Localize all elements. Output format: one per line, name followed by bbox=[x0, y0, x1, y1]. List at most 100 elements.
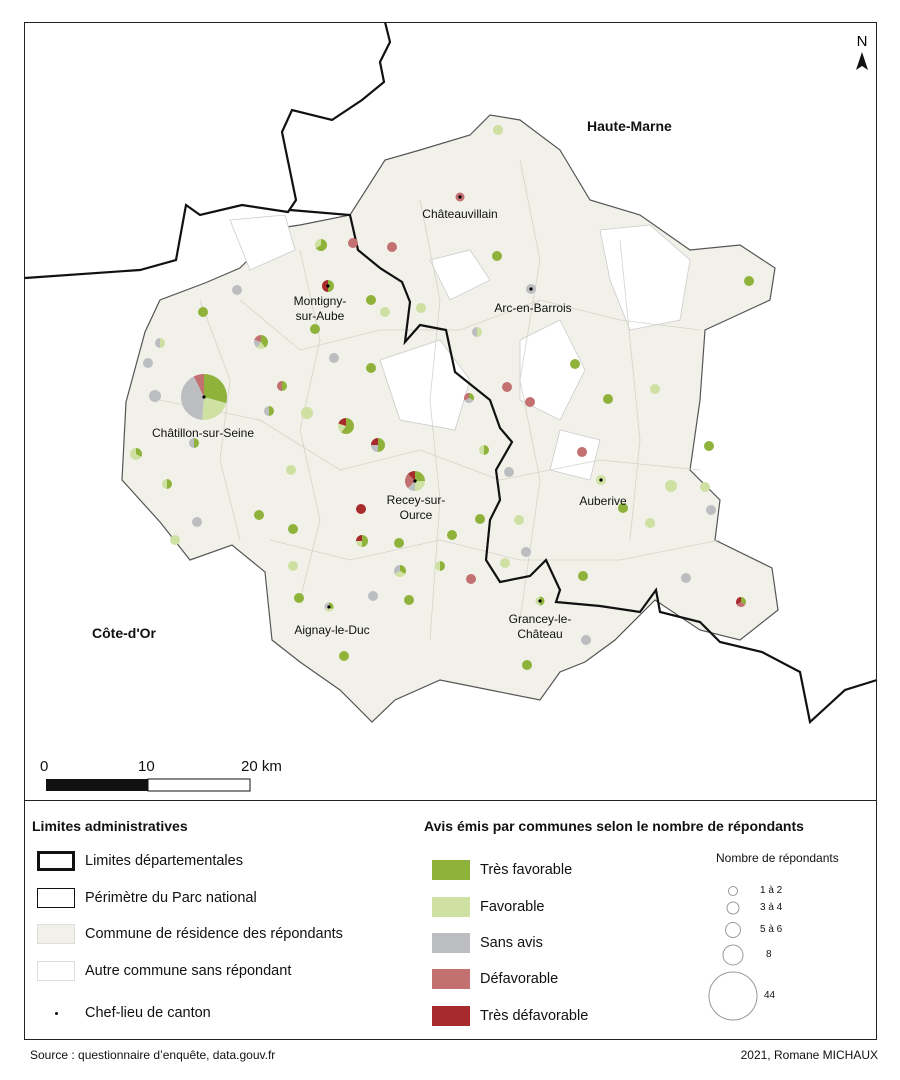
chef-lieu-dot-icon bbox=[327, 605, 331, 609]
map-canvas: N bbox=[24, 21, 878, 792]
commune-pie-marker bbox=[254, 335, 268, 350]
pie-slice bbox=[294, 593, 304, 603]
pie-slice bbox=[466, 574, 476, 584]
commune-pie-marker bbox=[404, 471, 425, 491]
source-text: Source : questionnaire d’enquête, data.g… bbox=[30, 1048, 276, 1062]
pie-slice bbox=[736, 597, 741, 605]
commune-pie-marker bbox=[130, 448, 142, 461]
pie-slice bbox=[192, 517, 202, 527]
pie-slice bbox=[328, 280, 334, 292]
commune-pie-marker bbox=[394, 565, 406, 578]
commune-pie-marker bbox=[578, 571, 588, 581]
pie-slice bbox=[578, 571, 588, 581]
commune-pie-marker bbox=[149, 390, 161, 402]
pie-slice bbox=[356, 541, 362, 547]
commune-pie-marker bbox=[603, 394, 613, 404]
pie-slice bbox=[254, 339, 261, 348]
pie-slice bbox=[149, 390, 161, 402]
legend-admin-title: Limites administratives bbox=[32, 818, 188, 834]
pie-slice bbox=[189, 438, 194, 448]
north-label: N bbox=[857, 33, 868, 50]
pie-slice bbox=[160, 338, 165, 348]
pie-slice bbox=[366, 363, 376, 373]
pie-slice bbox=[493, 125, 503, 135]
pie-slice bbox=[366, 295, 376, 305]
pie-slice bbox=[371, 445, 378, 452]
commune-pie-marker bbox=[180, 374, 228, 421]
department-boundary-east bbox=[289, 208, 878, 725]
pie-slice bbox=[440, 561, 445, 571]
department-boundary bbox=[24, 21, 392, 280]
legend-label: Autre commune sans répondant bbox=[85, 963, 292, 979]
pie-slice bbox=[535, 596, 540, 606]
commune-pie-marker bbox=[301, 407, 313, 419]
pie-slice bbox=[315, 239, 321, 248]
canton-label: Aignay-le-Duc bbox=[294, 623, 370, 637]
pie-slice bbox=[136, 448, 142, 457]
canton-label: Châtillon-sur-Seine bbox=[151, 426, 255, 440]
opinion-swatch bbox=[432, 969, 470, 989]
pie-slice bbox=[704, 441, 714, 451]
pie-slice bbox=[394, 565, 400, 574]
commune-pie-marker bbox=[232, 285, 242, 295]
opinion-swatch bbox=[432, 897, 470, 917]
canton-label: Recey-sur- Ource bbox=[386, 493, 446, 522]
pie-slice bbox=[338, 423, 346, 433]
commune-pie-marker bbox=[254, 510, 264, 520]
commune-pie-marker bbox=[143, 358, 153, 368]
map-frame bbox=[24, 22, 877, 1040]
pie-slice bbox=[254, 510, 264, 520]
pie-slice bbox=[492, 251, 502, 261]
commune-pie-marker bbox=[744, 276, 754, 286]
pie-slice bbox=[286, 465, 296, 475]
pie-slice bbox=[415, 471, 425, 481]
legend-item: Chef-lieu de canton bbox=[37, 1003, 211, 1023]
size-label: 5 à 6 bbox=[760, 924, 783, 935]
legend-item: Autre commune sans répondant bbox=[37, 961, 291, 981]
pie-slice bbox=[322, 280, 328, 292]
pie-slice bbox=[180, 376, 204, 420]
commune-pie-marker bbox=[380, 307, 390, 317]
pie-slice bbox=[744, 276, 754, 286]
legend-opinion-title: Avis émis par communes selon le nombre d… bbox=[424, 818, 804, 834]
legend-label: Périmètre du Parc national bbox=[85, 890, 257, 906]
commune-pie-marker bbox=[198, 307, 208, 317]
commune-pie-marker bbox=[665, 480, 677, 492]
commune-pie-marker bbox=[455, 192, 465, 202]
pie-slice bbox=[204, 374, 228, 404]
pie-slice bbox=[540, 596, 545, 606]
canton-label: Châteauvillain bbox=[422, 207, 498, 221]
commune-pie-marker bbox=[155, 338, 165, 348]
commune-pie-marker bbox=[706, 505, 716, 515]
pie-slice bbox=[400, 565, 406, 574]
legend-label: Limites départementales bbox=[85, 853, 243, 869]
pie-slice bbox=[525, 397, 535, 407]
pie-slice bbox=[484, 445, 489, 455]
commune-pie-marker bbox=[394, 538, 404, 548]
pie-slice bbox=[618, 503, 628, 513]
pie-slice bbox=[741, 597, 746, 605]
canton-label: Arc-en-Barrois bbox=[494, 301, 572, 315]
pie-slice bbox=[570, 359, 580, 369]
north-arrow-icon bbox=[856, 52, 868, 70]
chef-lieu-dot-icon bbox=[599, 478, 603, 482]
chef-lieu-dot-icon bbox=[538, 599, 542, 603]
pie-slice bbox=[254, 335, 261, 342]
pie-slice bbox=[394, 538, 404, 548]
commune-pie-marker bbox=[475, 514, 485, 524]
pie-slice bbox=[415, 481, 425, 491]
commune-boundaries bbox=[159, 159, 721, 641]
commune-pie-marker bbox=[492, 251, 502, 261]
pie-slice bbox=[356, 535, 362, 541]
pie-slice bbox=[329, 353, 339, 363]
pie-slice bbox=[232, 285, 242, 295]
credit-text: 2021, Romane MICHAUX bbox=[740, 1048, 878, 1062]
pie-slice bbox=[143, 358, 153, 368]
legend-opinion-item: Défavorable bbox=[432, 969, 558, 989]
pie-slice bbox=[514, 515, 524, 525]
commune-pie-marker bbox=[466, 574, 476, 584]
communes-without-respondents bbox=[229, 214, 691, 481]
pie-slice bbox=[167, 479, 172, 489]
opinion-label: Sans avis bbox=[480, 935, 543, 951]
canton-label: Montigny- sur-Aube bbox=[293, 294, 347, 323]
